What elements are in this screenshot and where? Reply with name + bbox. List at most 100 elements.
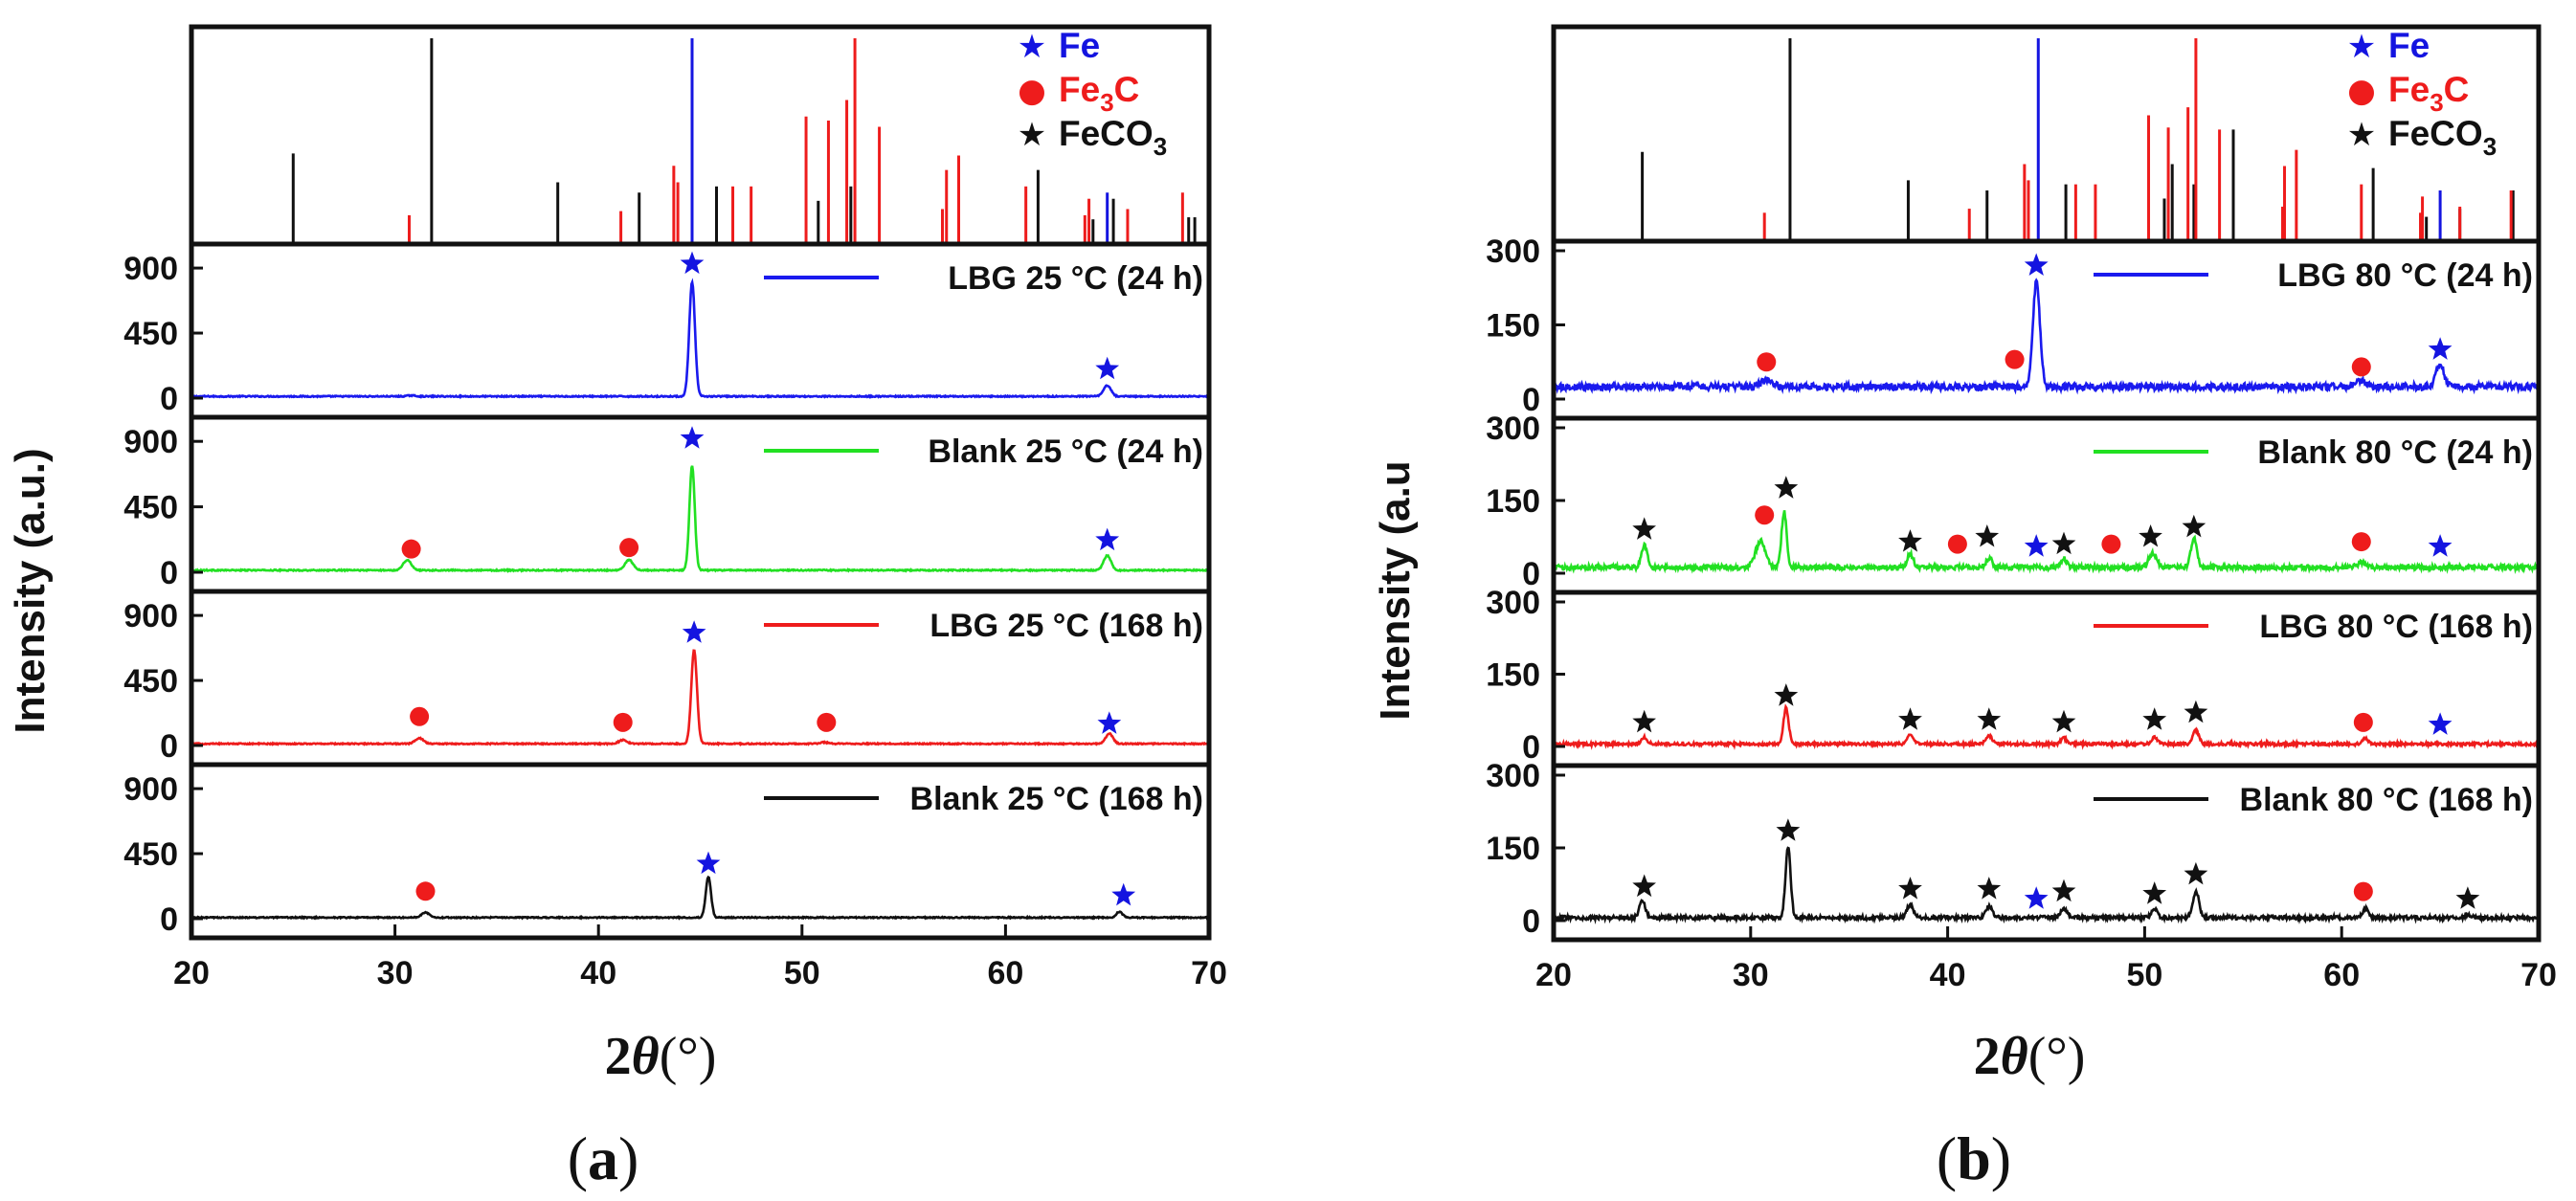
phase-star-icon <box>1111 882 1136 906</box>
phase-dot-icon <box>619 538 639 558</box>
phase-star-icon <box>2051 531 2076 555</box>
phase-star-icon <box>1774 476 1799 499</box>
trace-line <box>190 465 1210 573</box>
x-axis-title-unit: (°) <box>2028 1027 2086 1086</box>
phase-star-icon <box>1095 527 1120 551</box>
caption-letter: b <box>1957 1124 1991 1192</box>
phase-dot-icon <box>410 706 430 726</box>
phase-dot-icon <box>2351 532 2371 552</box>
x-tick-label: 50 <box>784 955 820 991</box>
y-tick-label: 0 <box>1522 903 1540 940</box>
phase-star-icon <box>2428 337 2453 360</box>
y-axis-title: Intensity (a.u.) <box>7 448 54 733</box>
legend-label: Fe <box>2388 26 2430 65</box>
legend-sample-name: LBG 80 °C (168 h) <box>2259 609 2533 645</box>
phase-star-icon <box>1977 707 2002 730</box>
legend-sample-name: Blank 25 °C (168 h) <box>910 781 1203 817</box>
legend-sample-name: Blank 80 °C (168 h) <box>2240 782 2533 818</box>
phase-star-icon <box>680 251 705 275</box>
phase-star-icon <box>680 426 705 449</box>
phase-dot-icon <box>613 712 633 732</box>
y-tick-label: 300 <box>1486 585 1540 621</box>
x-axis-title: 2θ(°) <box>605 1027 717 1086</box>
legend-label-main: Fe <box>2388 70 2430 109</box>
phase-star-icon <box>2024 534 2049 557</box>
y-tick-label: 0 <box>160 728 178 765</box>
trace-line <box>190 649 1210 747</box>
phase-dot-icon <box>415 881 436 901</box>
phase-star-icon <box>2428 534 2453 557</box>
reference-legend: ★ Fe● Fe3C★ FeCO3 <box>1018 26 1167 161</box>
phase-star-icon <box>1632 709 1656 733</box>
legend-label-main: FeCO <box>2388 114 2483 153</box>
phase-star-icon <box>1975 524 2000 547</box>
phase-star-icon <box>1632 517 1656 540</box>
x-tick-label: 40 <box>1930 957 1966 993</box>
y-tick-label: 150 <box>1486 831 1540 867</box>
x-axis-title-symbol: 2 <box>605 1027 632 1086</box>
phase-star-icon <box>2051 709 2076 733</box>
y-tick-label: 0 <box>1522 556 1540 592</box>
x-tick-label: 60 <box>2323 957 2360 993</box>
legend-sample-name: LBG 80 °C (24 h) <box>2277 257 2533 294</box>
panel-a-4: 0 450 900 Blank 25 °C (168 h) <box>123 771 1210 941</box>
phase-star-icon <box>2024 886 2049 909</box>
caption-close: ) <box>1991 1124 2011 1192</box>
phase-dot-icon <box>2353 712 2373 732</box>
caption-close: ) <box>618 1124 638 1192</box>
plot-frame <box>1551 24 2542 943</box>
y-tick-label: 900 <box>123 424 178 460</box>
x-axis-title-unit: (°) <box>660 1027 717 1086</box>
phase-star-icon <box>1977 877 2002 900</box>
phase-dot-icon <box>2101 534 2121 554</box>
phase-dot-icon <box>817 712 837 732</box>
phase-star-icon <box>2428 712 2453 735</box>
legend-star-icon: ★ <box>2347 116 2376 154</box>
phase-star-icon <box>2184 700 2208 723</box>
y-tick-label: 450 <box>123 490 178 526</box>
trace-line <box>1552 703 2541 751</box>
trace-line <box>1553 510 2541 575</box>
phase-star-icon <box>2455 886 2480 909</box>
y-tick-label: 900 <box>123 598 178 634</box>
y-tick-label: 900 <box>123 251 178 287</box>
phase-star-icon <box>696 851 721 875</box>
phase-star-icon <box>1097 711 1122 734</box>
reference-pattern-a: ★ Fe● Fe3C★ FeCO3 <box>291 26 1197 244</box>
phase-star-icon <box>2142 707 2167 730</box>
phase-star-icon <box>2051 879 2076 902</box>
legend-star-icon: ★ <box>2347 28 2376 66</box>
legend-label: Fe3C <box>2388 70 2469 117</box>
legend-label-sub: 3 <box>2483 132 2497 161</box>
y-tick-label: 150 <box>1486 308 1540 345</box>
phase-dot-icon <box>401 539 421 559</box>
legend-sample-name: LBG 25 °C (168 h) <box>930 608 1203 644</box>
legend-star-icon: ★ <box>1018 28 1046 66</box>
phase-dot-icon <box>1757 352 1777 372</box>
legend-sample-name: Blank 25 °C (24 h) <box>928 434 1203 470</box>
y-tick-label: 0 <box>1522 382 1540 418</box>
y-tick-label: 450 <box>123 663 178 700</box>
trace-line <box>1553 846 2541 924</box>
legend-label-main: Fe <box>1059 26 1100 65</box>
x-tick-label: 20 <box>1535 957 1572 993</box>
legend-label-main: Fe <box>1059 70 1100 109</box>
phase-star-icon <box>682 620 706 643</box>
x-tick-label: 20 <box>173 955 210 991</box>
caption-open: ( <box>1937 1124 1957 1192</box>
panel-a-3: 0 450 900 LBG 25 °C (168 h) <box>123 598 1210 767</box>
plot-frame <box>189 24 1212 941</box>
x-tick-label: 50 <box>2126 957 2162 993</box>
phase-star-icon <box>2024 253 2049 276</box>
y-axis-title: Intensity (a.u <box>1372 460 1419 720</box>
legend-label: Fe <box>1059 26 1100 65</box>
phase-dot-icon <box>2353 881 2373 901</box>
y-tick-label: 0 <box>160 381 178 417</box>
phase-dot-icon <box>1947 534 1967 554</box>
x-tick-label: 40 <box>580 955 616 991</box>
legend-label: FeCO3 <box>2388 114 2497 161</box>
caption-open: ( <box>568 1124 588 1192</box>
legend-dot-icon: ● <box>1018 72 1046 110</box>
legend-label-sub: 3 <box>2430 88 2443 117</box>
